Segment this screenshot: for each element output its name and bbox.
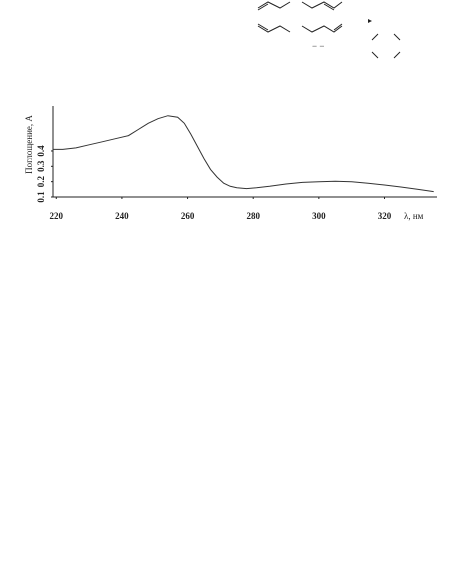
x-tick-label: 320	[378, 211, 392, 221]
arrow-marker-icon	[368, 19, 372, 23]
chemical-structure-image	[257, 1, 401, 59]
x-axis-ticks: 220 240 260 280 300 320	[50, 197, 392, 221]
x-axis-label: λ, нм	[404, 211, 424, 221]
y-tick-label: 0.2	[36, 176, 46, 188]
x-tick-label: 240	[115, 211, 129, 221]
chart-axes	[52, 106, 437, 198]
x-tick-label: 220	[50, 211, 64, 221]
x-tick-label: 260	[181, 211, 195, 221]
y-tick-label: 0.1	[36, 191, 46, 203]
uv-spectrum-chart: 220 240 260 280 300 320 0.1 0.2 0.3 0.4 λ, нм По…	[24, 106, 437, 221]
y-axis-label: Поглощение, A	[24, 115, 34, 174]
x-tick-label: 280	[246, 211, 260, 221]
y-tick-label: 0.4	[36, 145, 46, 157]
y-axis-ticks: 0.1 0.2 0.3 0.4	[36, 145, 53, 203]
y-tick-label: 0.3	[36, 160, 46, 172]
spectrum-line	[53, 115, 434, 193]
x-tick-label: 300	[312, 211, 326, 221]
structure-glyphs: − −	[312, 41, 324, 51]
